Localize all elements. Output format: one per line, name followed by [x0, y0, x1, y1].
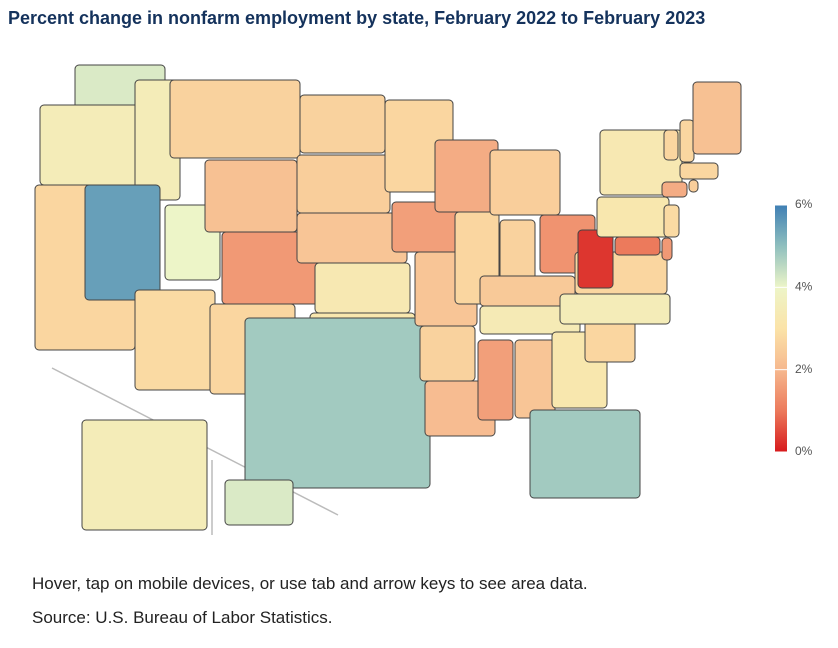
states	[34, 64, 742, 531]
state[interactable]	[679, 119, 695, 163]
state[interactable]	[244, 317, 431, 489]
state[interactable]	[679, 162, 719, 180]
legend-tick-label: 6%	[795, 197, 813, 211]
state[interactable]	[596, 196, 670, 238]
state[interactable]	[39, 104, 141, 186]
state[interactable]	[81, 419, 208, 531]
state[interactable]	[688, 179, 699, 193]
state[interactable]	[296, 154, 391, 214]
state[interactable]	[663, 204, 680, 238]
state[interactable]	[661, 237, 673, 261]
color-legend: 0% 2% 4% 6%	[775, 197, 813, 458]
state[interactable]	[529, 409, 641, 499]
state[interactable]	[84, 184, 161, 301]
state[interactable]	[499, 219, 536, 283]
state[interactable]	[692, 81, 742, 155]
state[interactable]	[663, 129, 679, 161]
state[interactable]	[661, 181, 688, 198]
state[interactable]	[419, 325, 476, 382]
state[interactable]	[314, 262, 411, 314]
title: Percent change in nonfarm employment by …	[8, 8, 705, 28]
color-bar	[775, 205, 787, 452]
state[interactable]	[134, 289, 216, 391]
source: Source: U.S. Bureau of Labor Statistics.	[32, 608, 332, 627]
state[interactable]	[584, 319, 636, 363]
state[interactable]	[169, 79, 301, 159]
state[interactable]	[224, 479, 294, 526]
state[interactable]	[204, 159, 298, 233]
state[interactable]	[299, 94, 386, 154]
state[interactable]	[489, 149, 561, 216]
state[interactable]	[477, 339, 514, 421]
state[interactable]	[434, 139, 499, 213]
state[interactable]	[614, 236, 661, 256]
state[interactable]	[577, 229, 614, 289]
state[interactable]	[559, 293, 671, 325]
state[interactable]	[514, 339, 556, 419]
state[interactable]	[599, 129, 683, 196]
legend-tick-label: 4%	[795, 280, 813, 294]
state[interactable]	[296, 212, 408, 264]
legend-tick-label: 2%	[795, 362, 813, 376]
legend-tick-label: 0%	[795, 444, 813, 458]
note: Hover, tap on mobile devices, or use tab…	[32, 574, 588, 593]
